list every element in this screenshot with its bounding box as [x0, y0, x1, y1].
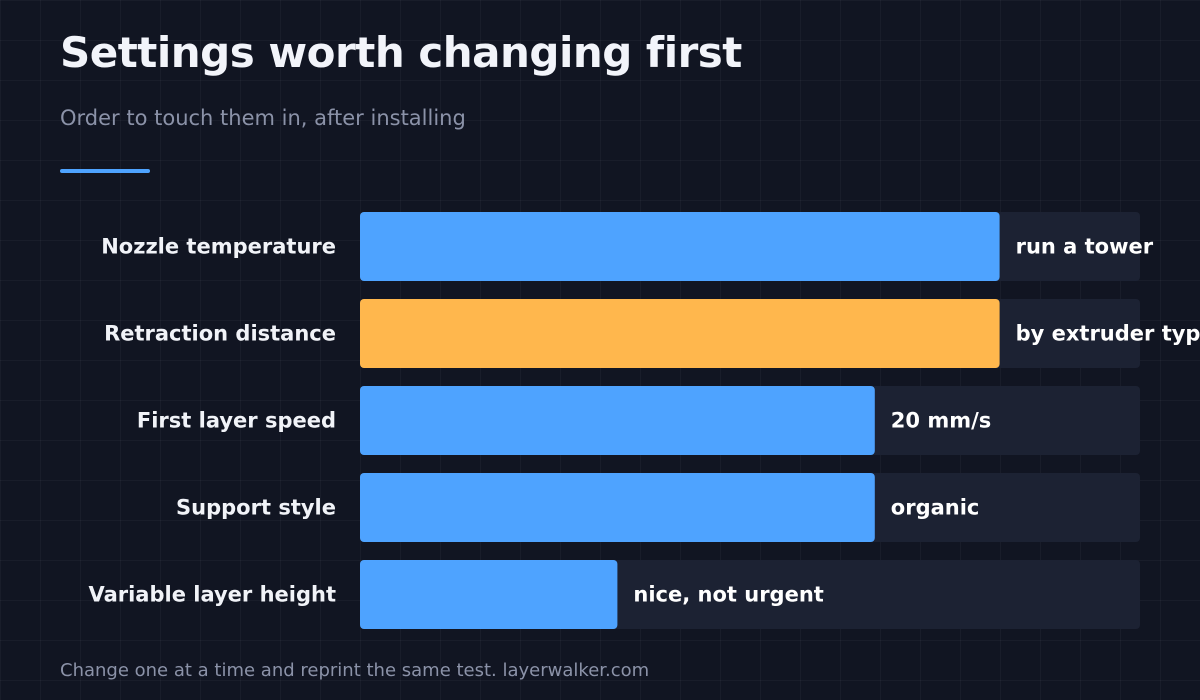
category-label-nozzle-temperature: Nozzle temperature [101, 235, 336, 259]
bar-row-first-layer-speed: First layer speed 20 mm/s [137, 386, 1140, 455]
chart-subtitle: Order to touch them in, after installing [60, 106, 466, 130]
bar-value-label-variable-layer-height: nice, not urgent [633, 583, 823, 607]
category-label-variable-layer-height: Variable layer height [88, 583, 336, 607]
bar-nozzle-temperature [360, 212, 1000, 281]
bar-value-label-first-layer-speed: 20 mm/s [891, 409, 991, 433]
category-label-first-layer-speed: First layer speed [137, 409, 336, 433]
bar-first-layer-speed [360, 386, 875, 455]
chart-title: Settings worth changing first [60, 28, 742, 77]
accent-rule [60, 169, 150, 173]
bar-retraction-distance [360, 299, 1000, 368]
bar-support-style [360, 473, 875, 542]
bar-row-retraction-distance: Retraction distance by extruder type [104, 299, 1200, 368]
bar-variable-layer-height [360, 560, 618, 629]
category-label-support-style: Support style [176, 496, 336, 520]
bar-row-variable-layer-height: Variable layer height nice, not urgent [88, 560, 1140, 629]
bar-row-support-style: Support style organic [176, 473, 1140, 542]
bar-row-nozzle-temperature: Nozzle temperature run a tower [101, 212, 1154, 281]
category-label-retraction-distance: Retraction distance [104, 322, 336, 346]
bar-value-label-nozzle-temperature: run a tower [1016, 235, 1154, 259]
bar-value-label-support-style: organic [891, 496, 980, 520]
footer-note: Change one at a time and reprint the sam… [60, 660, 650, 681]
bar-value-label-retraction-distance: by extruder type [1016, 322, 1200, 346]
